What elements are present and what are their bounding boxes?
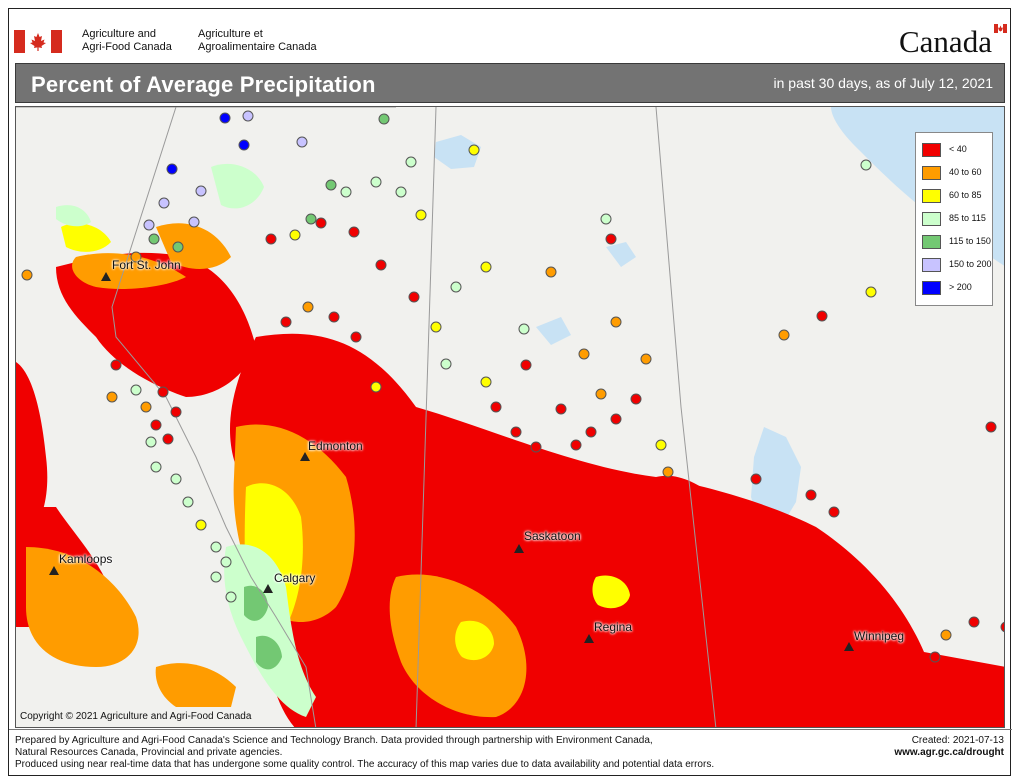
department-en-line2: Agri-Food Canada bbox=[82, 41, 172, 53]
legend-swatch bbox=[922, 189, 941, 203]
city-label-regina: Regina bbox=[594, 620, 633, 634]
lac-la-ronge-water bbox=[536, 317, 571, 345]
legend-label: 60 to 85 bbox=[949, 190, 982, 200]
reindeer-lake-water bbox=[606, 242, 636, 267]
wordmark-text: Canada bbox=[899, 24, 992, 55]
footer-url-link[interactable]: www.agr.gc.ca/drought bbox=[894, 747, 1004, 758]
city-label-fort-st-john: Fort St. John bbox=[112, 258, 181, 272]
legend-swatch bbox=[922, 166, 941, 180]
department-fr-line2: Agroalimentaire Canada bbox=[198, 41, 317, 53]
legend-swatch bbox=[922, 212, 941, 226]
department-en-line1: Agriculture and bbox=[82, 28, 156, 40]
city-label-edmonton: Edmonton bbox=[308, 439, 363, 453]
map-sheet: Agriculture and Agri-Food Canada Agricul… bbox=[8, 8, 1012, 776]
map-legend: < 40 40 to 60 60 to 85 85 to 115 115 to … bbox=[915, 132, 993, 306]
canada-wordmark-logo: Canada bbox=[899, 24, 1007, 55]
legend-label: 115 to 150 bbox=[949, 236, 991, 246]
department-fr-line1: Agriculture et bbox=[198, 28, 263, 40]
footer-credits: Prepared by Agriculture and Agri-Food Ca… bbox=[15, 735, 805, 771]
city-label-calgary: Calgary bbox=[274, 571, 316, 585]
footer-credits-line1: Prepared by Agriculture and Agri-Food Ca… bbox=[15, 735, 653, 746]
lake-athabasca-water bbox=[434, 135, 481, 169]
footer-divider bbox=[9, 729, 1012, 730]
department-name-french: Agriculture et Agroalimentaire Canada bbox=[198, 28, 317, 54]
city-marker-winnipeg bbox=[844, 642, 854, 651]
legend-swatch bbox=[922, 235, 941, 249]
legend-label: 85 to 115 bbox=[949, 213, 986, 223]
city-marker-kamloops bbox=[49, 566, 59, 575]
legend-swatch bbox=[922, 258, 941, 272]
precipitation-zones bbox=[16, 163, 1004, 727]
legend-label: > 200 bbox=[949, 282, 972, 292]
city-marker-fort-st-john bbox=[101, 272, 111, 281]
footer-created-date: Created: 2021-07-13 bbox=[911, 735, 1004, 746]
legend-label: 40 to 60 bbox=[949, 167, 982, 177]
legend-label: < 40 bbox=[949, 144, 967, 154]
city-marker-saskatoon bbox=[514, 544, 524, 553]
canada-flag-icon bbox=[14, 30, 62, 53]
city-label-saskatoon: Saskatoon bbox=[524, 529, 581, 543]
provincial-boundaries bbox=[16, 107, 717, 727]
department-name-english: Agriculture and Agri-Food Canada bbox=[82, 28, 172, 54]
legend-label: 150 to 200 bbox=[949, 259, 992, 269]
map-title: Percent of Average Precipitation bbox=[31, 72, 376, 97]
city-marker-regina bbox=[584, 634, 594, 643]
city-marker-calgary bbox=[263, 584, 273, 593]
title-bar: Percent of Average Precipitation in past… bbox=[15, 63, 1005, 103]
footer-credits-line2: Natural Resources Canada, Provincial and… bbox=[15, 747, 283, 758]
city-label-kamloops: Kamloops bbox=[59, 552, 113, 566]
footer-credits-line3: Produced using near real-time data that … bbox=[15, 759, 715, 770]
footer-meta: Created: 2021-07-13 www.agr.gc.ca/drough… bbox=[894, 735, 1004, 759]
station-markers bbox=[21, 110, 1004, 663]
map-subtitle: in past 30 days, as of July 12, 2021 bbox=[773, 75, 993, 91]
precipitation-map: Fort St. John Edmonton Kamloops Calgary … bbox=[15, 106, 1005, 728]
legend-swatch bbox=[922, 143, 941, 157]
map-copyright: Copyright © 2021 Agriculture and Agri-Fo… bbox=[20, 711, 252, 722]
city-label-winnipeg: Winnipeg bbox=[854, 629, 905, 643]
government-header: Agriculture and Agri-Food Canada Agricul… bbox=[9, 9, 1012, 65]
city-marker-edmonton bbox=[300, 452, 310, 461]
legend-swatch bbox=[922, 281, 941, 295]
